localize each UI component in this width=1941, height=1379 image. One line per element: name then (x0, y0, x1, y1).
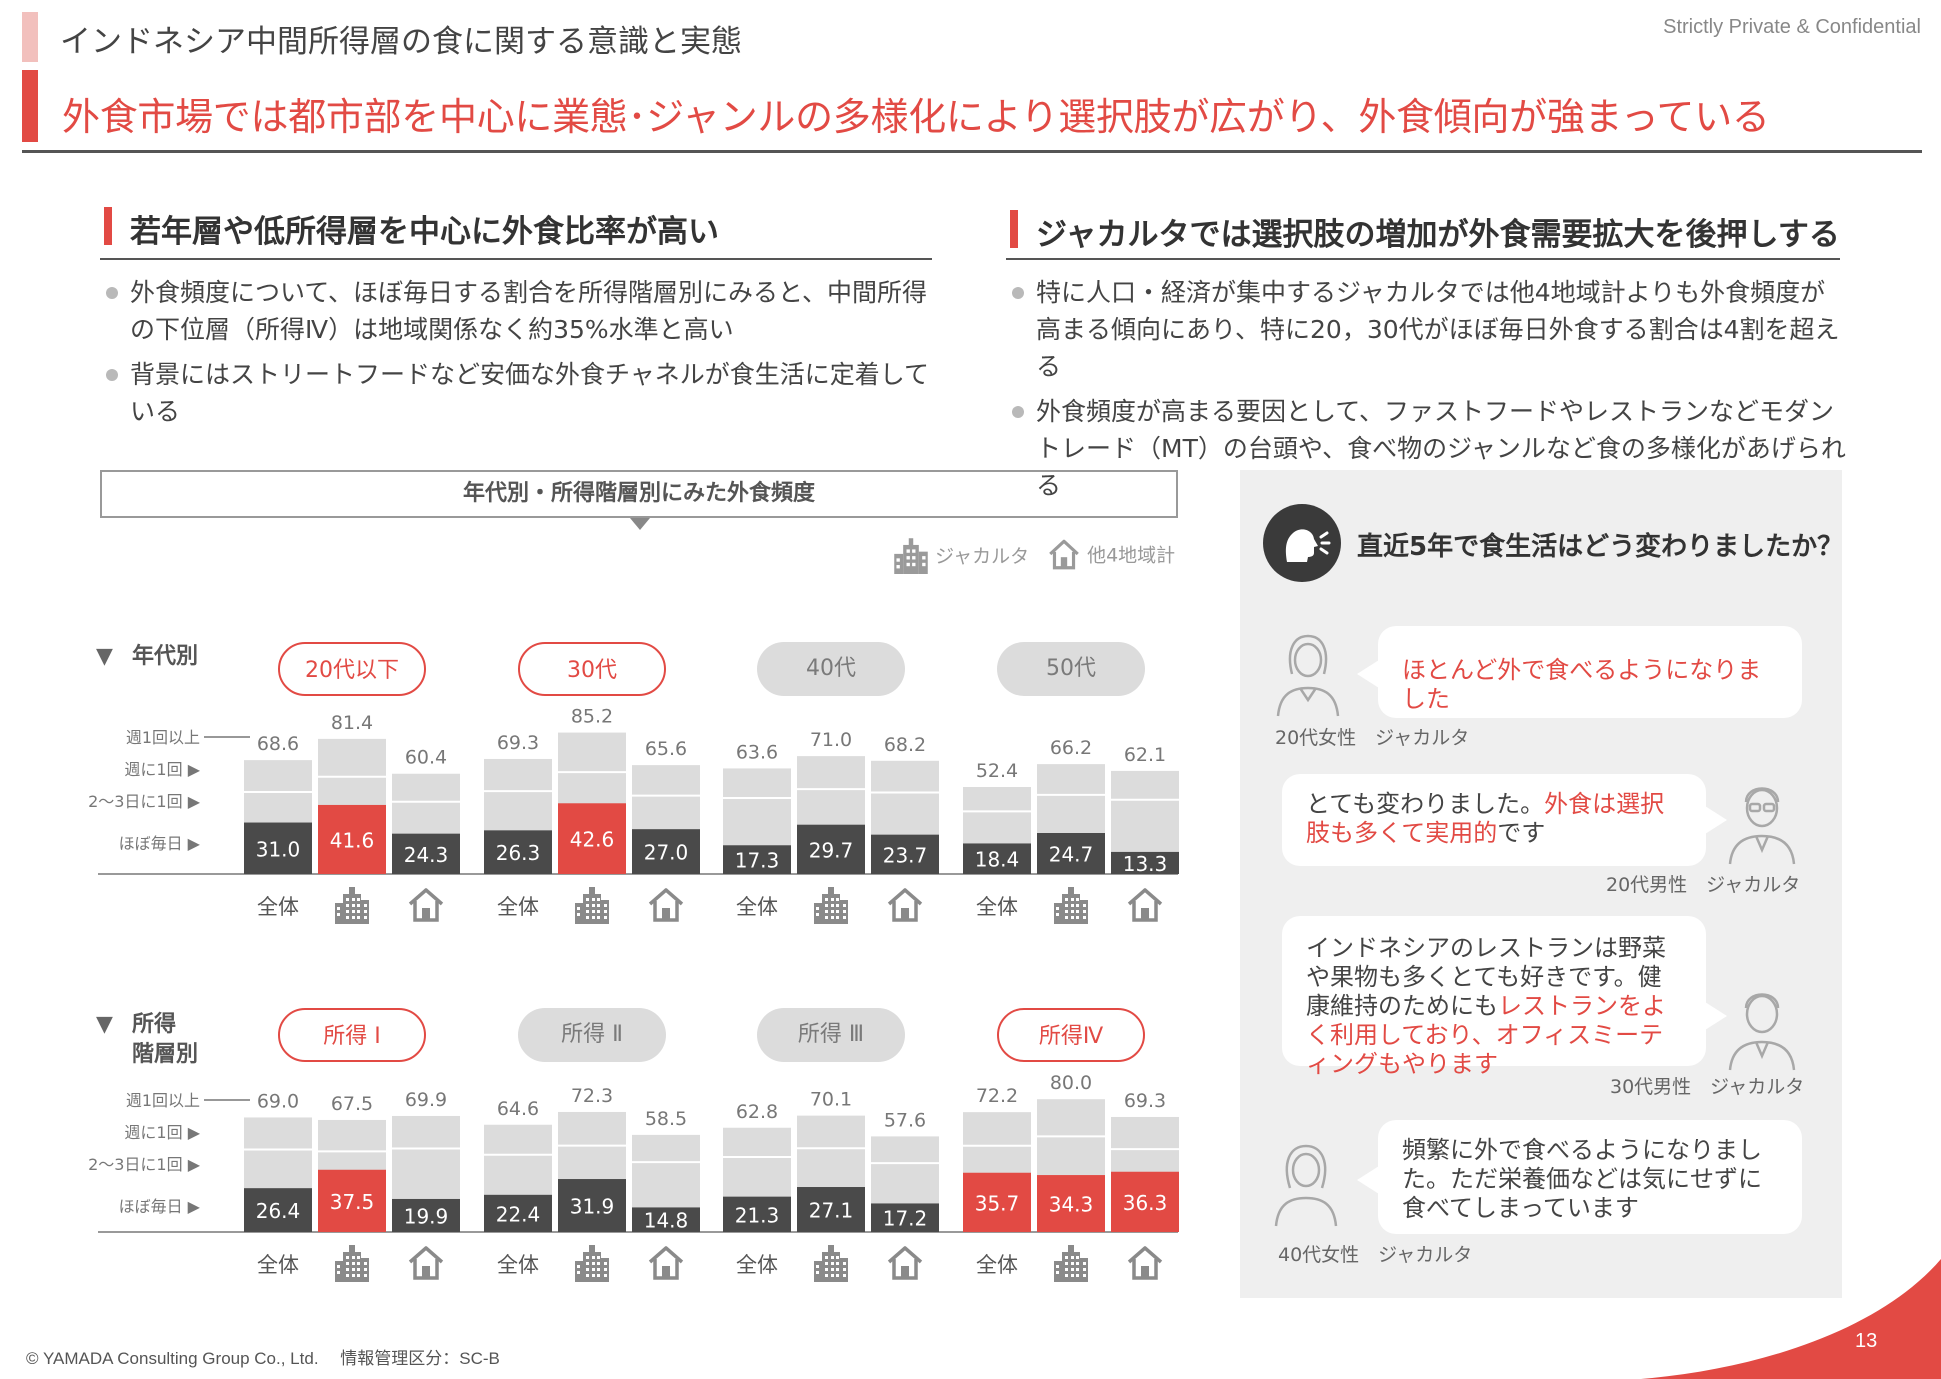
title-accent-bar (22, 12, 38, 62)
voice-speaker-1: 20代女性 ジャカルタ (1275, 727, 1470, 749)
voice-bubble-4: 頻繁に外で食べるようになりました。ただ栄養価などは気にせずに食べてしまっています (1378, 1120, 1802, 1234)
voice-question: 直近5年で食生活はどう変わりましたか？ (1357, 532, 1844, 562)
legend-others: 他4地域計 (1046, 536, 1175, 572)
right-heading-rule (1006, 258, 1840, 260)
left-bullet: 背景にはストリートフードなど安価な外食チャネルが食生活に定着している (102, 356, 934, 430)
bubble-tail-3 (1705, 1002, 1727, 1030)
footer-red-corner (1641, 1259, 1941, 1379)
chart-title-box: 年代別・所得階層別にみた外食頻度 (100, 470, 1178, 518)
voice-text-3: インドネシアのレストランは野菜や果物も多くとても好きです。健康維持のためにもレス… (1306, 934, 1666, 1078)
group-pill: 所得 Ⅱ (518, 1008, 666, 1062)
speaking-person-icon (1263, 504, 1341, 582)
bubble-tail-4 (1357, 1166, 1379, 1194)
voice-text-1: ほとんど外で食べるようになりました (1402, 656, 1761, 713)
footer-copyright: © YAMADA Consulting Group Co., Ltd. 情報管理… (26, 1349, 500, 1368)
right-heading-marker (1010, 210, 1018, 248)
page-title: インドネシア中間所得層の食に関する意識と実態 (60, 24, 742, 60)
page-number: 13 (1855, 1330, 1878, 1352)
bubble-tail-1 (1357, 660, 1379, 688)
voice-text-part: 頻繁に外で食べるようになりました。ただ栄養価などは気にせずに食べてしまっています (1402, 1136, 1762, 1222)
right-section-heading: ジャカルタでは選択肢の増加が外食需要拡大を後押しする (1036, 217, 1840, 253)
left-bullet-list: 外食頻度について、ほぼ毎日する割合を所得階層別にみると、中間所得の下位層（所得Ⅳ… (102, 274, 934, 438)
legend-jakarta-label: ジャカルタ (935, 545, 1030, 568)
house-icon (1049, 539, 1079, 570)
row-label-marker: ▼ (96, 1012, 121, 1037)
group-pill: 30代 (518, 642, 666, 696)
voice-text-2: とても変わりました。外食は選択肢も多くて実用的です (1306, 790, 1664, 847)
voice-text-part: とても変わりました。 (1306, 790, 1545, 818)
bubble-tail-2 (1705, 806, 1727, 834)
man-with-glasses-avatar-icon (1728, 787, 1796, 865)
chart-title-pointer (630, 518, 650, 530)
row-label-marker: ▼ (96, 644, 121, 669)
row-label-text: 年代別 (132, 644, 199, 669)
voice-bubble-2: とても変わりました。外食は選択肢も多くて実用的です (1282, 774, 1706, 866)
woman-avatar-icon (1276, 634, 1340, 717)
chart-row-label: ▼ 年代別 (96, 642, 198, 672)
voice-speaker-2: 20代男性 ジャカルタ (1606, 874, 1801, 896)
row-label-text: 所得 階層別 (132, 1012, 199, 1067)
building-icon (894, 538, 928, 574)
highlighted-text: レストランをよく利用しており、オフィスミーティングもやります (1306, 992, 1666, 1078)
left-heading-rule (100, 258, 932, 260)
right-bullet: 特に人口・経済が集中するジャカルタでは他4地域計よりも外食頻度が高まる傾向にあり… (1008, 274, 1848, 385)
man-avatar-icon (1728, 993, 1796, 1071)
right-bullet-list: 特に人口・経済が集中するジャカルタでは他4地域計よりも外食頻度が高まる傾向にあり… (1008, 274, 1848, 512)
group-pill: 所得 Ⅲ (757, 1008, 905, 1062)
header-rule (22, 150, 1922, 153)
voice-bubble-3: インドネシアのレストランは野菜や果物も多くとても好きです。健康維持のためにもレス… (1282, 916, 1706, 1078)
group-pill: 40代 (757, 642, 905, 696)
group-pill: 50代 (997, 642, 1145, 696)
voice-speaker-3: 30代男性 ジャカルタ (1610, 1076, 1805, 1098)
group-pill: 所得Ⅳ (997, 1008, 1145, 1062)
left-section-heading: 若年層や低所得層を中心に外食比率が高い (130, 214, 719, 250)
group-pill: 20代以下 (278, 642, 426, 696)
voice-text-4: 頻繁に外で食べるようになりました。ただ栄養価などは気にせずに食べてしまっています (1402, 1136, 1762, 1222)
voice-speaker-4: 40代女性 ジャカルタ (1278, 1244, 1473, 1266)
voice-text-part: です (1497, 819, 1546, 847)
woman-avatar-icon (1274, 1144, 1338, 1227)
voice-text-part: インドネシアのレストランは野菜や果物も多くとても好きです。健康維持のためにも (1306, 934, 1666, 1020)
speaking-head-icon (1285, 529, 1331, 562)
highlighted-text: 外食は選択肢も多くて実用的 (1306, 790, 1665, 847)
confidential-label: Strictly Private & Confidential (1663, 16, 1921, 38)
voice-bubble-1: ほとんど外で食べるようになりました (1378, 626, 1802, 718)
headline: 外食市場では都市部を中心に業態･ジャンルの多様化により選択肢が広がり、外食傾向が… (62, 95, 1770, 139)
chart-title: 年代別・所得階層別にみた外食頻度 (462, 481, 815, 506)
left-bullet: 外食頻度について、ほぼ毎日する割合を所得階層別にみると、中間所得の下位層（所得Ⅳ… (102, 274, 934, 348)
highlighted-text: ほとんど外で食べるようになりました (1402, 656, 1762, 713)
group-pill: 所得 Ⅰ (278, 1008, 426, 1062)
left-heading-marker (104, 207, 112, 245)
legend-others-label: 他4地域計 (1087, 544, 1176, 567)
legend-jakarta: ジャカルタ (892, 536, 1029, 574)
chart-row-label: ▼ 所得 階層別 (96, 1010, 198, 1070)
headline-accent-bar (22, 70, 38, 142)
right-bullet: 外食頻度が高まる要因として、ファストフードやレストランなどモダントレード（MT）… (1008, 393, 1848, 504)
